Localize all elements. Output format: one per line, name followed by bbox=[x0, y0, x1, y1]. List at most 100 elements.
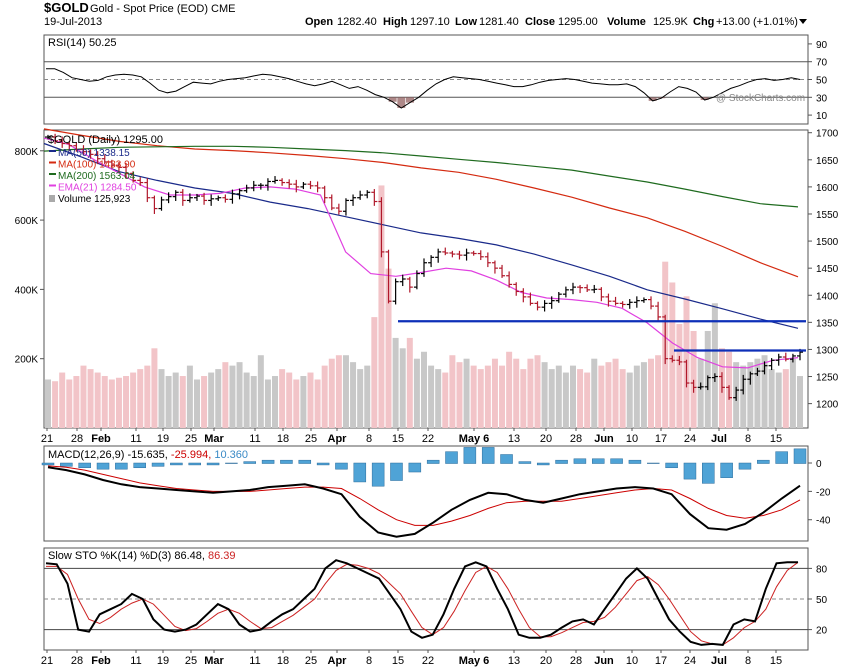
volume-tick-label: 200K bbox=[15, 355, 39, 366]
x-tick-label: Feb bbox=[91, 433, 111, 445]
sto-d-line bbox=[46, 561, 799, 646]
bottom-x-tick-label: May 6 bbox=[459, 655, 490, 667]
volume-bar bbox=[201, 376, 208, 428]
macd-histogram-bar bbox=[683, 462, 697, 480]
bottom-x-tick-label: 8 bbox=[366, 655, 372, 667]
macd-tick--20: -20 bbox=[816, 487, 831, 498]
high-value: 1297.10 bbox=[410, 16, 450, 28]
sto-k-value: 86.48, bbox=[174, 550, 208, 562]
macd-tick--40: -40 bbox=[816, 516, 831, 527]
volume-bar bbox=[45, 379, 51, 428]
bottom-x-tick-label: 20 bbox=[540, 655, 552, 667]
sto-d-value: 86.39 bbox=[208, 550, 236, 562]
price-tick-1550: 1550 bbox=[816, 210, 839, 221]
volume-bar bbox=[399, 348, 406, 428]
rsi-line bbox=[46, 68, 801, 109]
macd-histogram-bar bbox=[665, 462, 678, 469]
macd-histogram-bar bbox=[261, 459, 275, 464]
macd-histogram-bar bbox=[573, 458, 587, 464]
macd-histogram-bar bbox=[353, 462, 367, 483]
bottom-x-tick-label: 24 bbox=[684, 655, 696, 667]
x-tick-label: 24 bbox=[684, 433, 696, 445]
macd-histogram-bar bbox=[720, 462, 733, 478]
sto-tick-20: 20 bbox=[816, 626, 828, 637]
price-panel: 1200 1250 1300 1350 1400 1450 1500 1550 1600 1650… bbox=[15, 128, 839, 445]
macd-histogram-bar bbox=[170, 462, 183, 466]
volume-bar bbox=[328, 358, 335, 428]
macd-histogram-bar bbox=[647, 462, 660, 464]
volume-label: Volume bbox=[607, 16, 646, 28]
volume-bar bbox=[605, 362, 612, 428]
x-tick-label: 10 bbox=[626, 433, 638, 445]
rsi-tick-90: 90 bbox=[816, 40, 828, 51]
rsi-tick-70: 70 bbox=[816, 58, 828, 69]
x-tick-label: Mar bbox=[204, 433, 224, 445]
volume-bar bbox=[229, 365, 236, 428]
volume-bar bbox=[286, 372, 293, 428]
x-tick-label: 20 bbox=[540, 433, 552, 445]
macd-histogram-bar bbox=[500, 454, 513, 464]
macd-histogram-value: 10.360 bbox=[214, 449, 248, 461]
watermark: @ StockCharts.com bbox=[716, 93, 805, 104]
macd-line bbox=[47, 466, 801, 538]
volume-bar bbox=[747, 362, 754, 428]
bottom-x-tick-label: 11 bbox=[130, 655, 141, 667]
volume-bar bbox=[172, 372, 179, 428]
volume-bar bbox=[243, 372, 250, 428]
macd-histogram-bar bbox=[188, 462, 201, 466]
volume-bar bbox=[690, 330, 697, 428]
dropdown-arrow-icon[interactable] bbox=[799, 19, 807, 24]
volume-bar bbox=[442, 372, 449, 428]
macd-histogram-bar bbox=[445, 451, 458, 464]
macd-histogram-bar bbox=[133, 462, 146, 469]
rsi-oversold-shade bbox=[406, 97, 414, 103]
price-tick-1250: 1250 bbox=[816, 373, 839, 384]
volume-bar bbox=[754, 358, 761, 428]
macd-panel: 0 -20 -40 MACD(12,26,9) -15.635, -25.994, 1… bbox=[41, 445, 831, 542]
volume-tick-label: 800K bbox=[15, 147, 39, 158]
volume-bar bbox=[513, 358, 520, 428]
legend-swatch bbox=[49, 161, 56, 164]
x-tick-label: Apr bbox=[328, 433, 348, 445]
x-tick-label: 8 bbox=[366, 433, 372, 445]
macd-histogram-bar bbox=[115, 462, 128, 470]
volume-bar bbox=[222, 362, 229, 428]
macd-histogram-bar bbox=[243, 461, 257, 464]
volume-bar bbox=[406, 337, 413, 428]
price-tick-1700: 1700 bbox=[816, 129, 839, 140]
volume-bar bbox=[782, 369, 789, 428]
volume-bar bbox=[428, 365, 435, 428]
low-value: 1281.40 bbox=[479, 16, 519, 28]
description: Gold - Spot Price (EOD) bbox=[90, 3, 208, 15]
volume-bar bbox=[364, 365, 371, 428]
volume-bar bbox=[491, 358, 498, 428]
stochastic-panel: 20 50 80 Slow STO %K(14) %D(3) 86.48, 86.39… bbox=[41, 547, 828, 667]
close-value: 1295.00 bbox=[558, 16, 598, 28]
macd-histogram-bar bbox=[206, 462, 220, 466]
bottom-x-tick-label: Apr bbox=[328, 655, 348, 667]
volume-bar bbox=[626, 372, 633, 428]
volume-bar bbox=[562, 372, 569, 428]
x-tick-label: 19 bbox=[157, 433, 169, 445]
volume-bar bbox=[130, 372, 137, 428]
x-tick-label: Jun bbox=[594, 433, 614, 445]
macd-frame bbox=[43, 445, 809, 542]
legend-label-MA(50): MA(50) 1338.15 bbox=[58, 148, 130, 159]
stochastic-title: Slow STO %K(14) %D(3) 86.48, 86.39 bbox=[48, 550, 236, 562]
volume-bar bbox=[520, 369, 527, 428]
volume-bar bbox=[208, 372, 215, 428]
bottom-x-tick-label: 21 bbox=[41, 655, 53, 667]
bottom-x-tick-label: Jul bbox=[711, 655, 727, 667]
macd-histogram-bar bbox=[280, 459, 293, 464]
volume-bar bbox=[342, 355, 349, 428]
macd-histogram-bar bbox=[738, 462, 752, 470]
macd-title: MACD(12,26,9) -15.635, -25.994, 10.360 bbox=[48, 449, 248, 461]
volume-bar bbox=[80, 365, 87, 428]
volume-bar bbox=[484, 365, 491, 428]
open-label: Open bbox=[305, 16, 333, 28]
legend-label-MA(200): MA(200) 1563.04 bbox=[58, 171, 136, 182]
volume-bar bbox=[669, 282, 676, 428]
legend-swatch bbox=[49, 184, 56, 187]
rsi-oversold-shade bbox=[700, 97, 709, 100]
volume-bar bbox=[456, 362, 463, 428]
